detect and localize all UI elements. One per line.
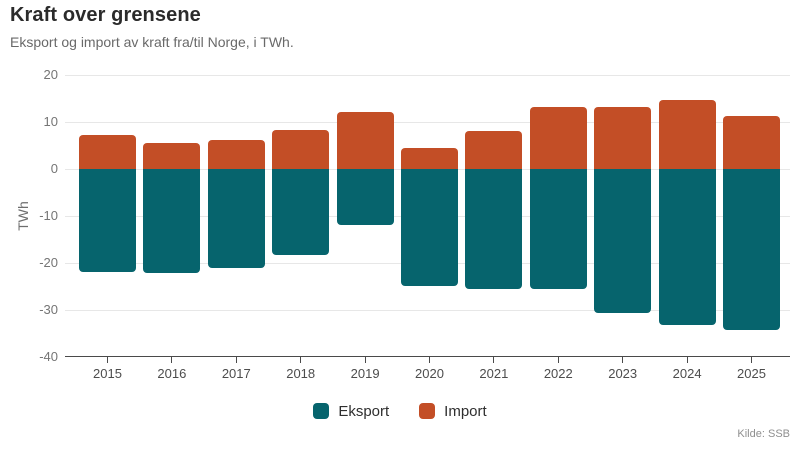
x-axis-label-2017: 2017 [221,366,251,381]
bar-import-2020[interactable] [401,148,458,169]
chart-subtitle: Eksport og import av kraft fra/til Norge… [10,34,294,50]
bar-eksport-2016[interactable] [143,169,201,273]
bar-import-2021[interactable] [465,130,523,169]
x-axis-tick [171,357,173,363]
legend: Eksport Import [0,400,800,422]
legend-item-import[interactable]: Import [419,403,487,420]
x-axis-tick [557,357,559,363]
x-axis-label-2024: 2024 [672,366,702,381]
legend-label-eksport: Eksport [338,402,390,420]
bar-import-2017[interactable] [207,140,265,169]
chart-title: Kraft over grensene [10,4,201,26]
import-swatch-icon [419,403,436,419]
bar-import-2024[interactable] [658,100,716,169]
bar-eksport-2019[interactable] [336,169,394,225]
x-axis-label-2021: 2021 [479,366,509,381]
x-axis-label-2020: 2020 [415,366,444,381]
x-axis-line [65,356,790,357]
bar-eksport-2025[interactable] [723,169,780,330]
y-axis-tick-label: -20 [39,255,58,270]
y-axis-tick-label: 10 [43,114,58,129]
y-axis-tick-label: 20 [43,67,58,82]
bar-eksport-2024[interactable] [658,169,716,325]
eksport-swatch-icon [313,403,330,419]
y-axis-tick-label: -40 [39,349,58,364]
x-axis-tick [751,357,752,363]
x-axis-label-2023: 2023 [608,366,638,381]
legend-label-import: Import [444,402,487,420]
gridline [65,310,790,311]
x-axis-tick [622,357,624,363]
x-axis-label-2015: 2015 [93,366,122,381]
x-axis-tick [686,357,688,363]
x-axis-tick [300,357,302,363]
y-axis: 20 10 0 -10 -20 -30 -40 [0,67,58,364]
x-axis: 2015 2016 2017 2018 2019 2020 2021 2022 2023 2024… [65,357,790,393]
bar-eksport-2022[interactable] [529,169,587,289]
x-axis-tick [364,357,366,363]
bar-eksport-2021[interactable] [465,169,523,289]
bar-import-2022[interactable] [529,106,587,169]
bar-import-2018[interactable] [272,130,330,169]
x-axis-label-2018: 2018 [286,366,316,381]
bar-eksport-2018[interactable] [272,169,330,256]
bar-import-2016[interactable] [143,142,201,169]
bar-eksport-2015[interactable] [79,169,136,273]
x-axis-tick [493,357,495,363]
bar-eksport-2017[interactable] [207,169,265,269]
x-axis-tick [107,357,108,363]
legend-item-eksport[interactable]: Eksport [313,403,389,420]
bar-import-2019[interactable] [336,111,394,169]
x-axis-label-2025: 2025 [737,366,766,381]
x-axis-label-2019: 2019 [350,366,380,381]
x-axis-tick [235,357,237,363]
y-axis-tick-label: -30 [39,302,58,317]
bar-eksport-2020[interactable] [401,169,458,287]
gridline [65,75,790,76]
y-axis-tick-label: -10 [39,208,58,223]
gridline [65,122,790,123]
bar-import-2023[interactable] [594,107,652,169]
x-axis-label-2016: 2016 [157,366,187,381]
x-axis-label-2022: 2022 [543,366,573,381]
source-credit: Kilde: SSB [737,428,790,440]
bar-import-2015[interactable] [79,134,136,169]
y-axis-tick-label: 0 [50,161,58,176]
bar-eksport-2023[interactable] [594,169,652,314]
x-axis-tick [429,357,430,363]
bar-import-2025[interactable] [723,115,780,169]
plot-area [65,75,790,357]
